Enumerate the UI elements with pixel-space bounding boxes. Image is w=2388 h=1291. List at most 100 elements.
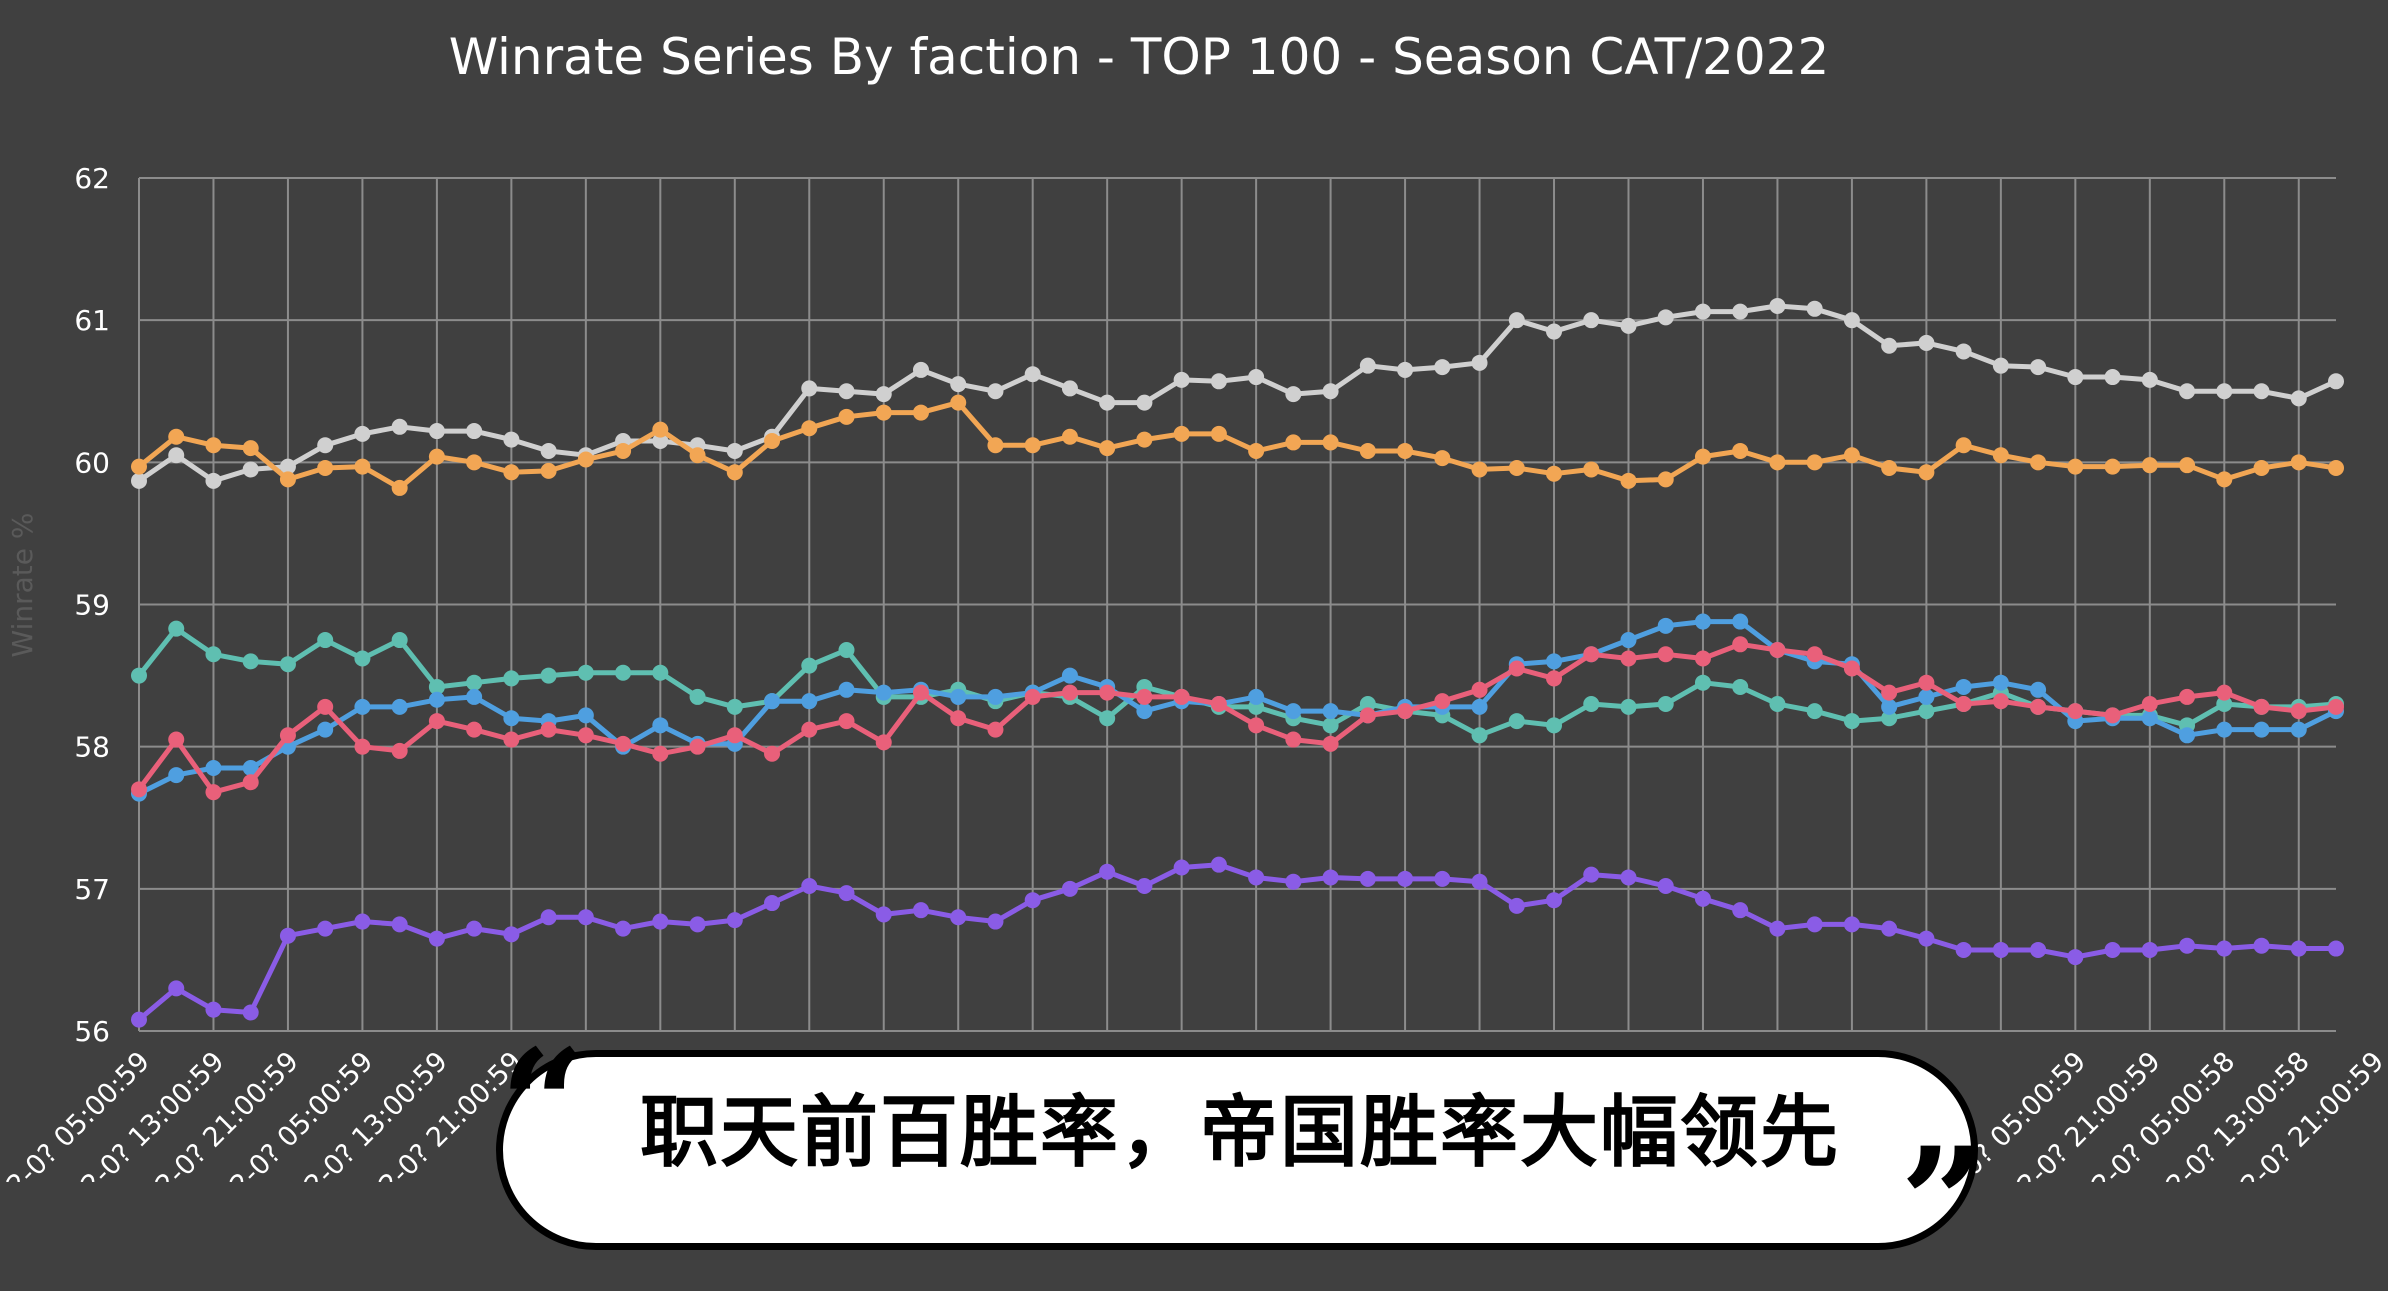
data-point — [1285, 703, 1302, 720]
y-tick-label: 60 — [74, 446, 110, 479]
data-point — [2104, 458, 2121, 475]
data-point — [987, 721, 1004, 738]
data-point — [652, 913, 669, 930]
data-point — [2216, 684, 2233, 701]
data-point — [1061, 667, 1078, 684]
data-point — [1024, 366, 1041, 383]
data-point — [912, 361, 929, 378]
data-point — [1508, 713, 1525, 730]
data-point — [503, 926, 520, 943]
data-point — [1657, 696, 1674, 713]
data-point — [912, 684, 929, 701]
data-point — [950, 688, 967, 705]
data-point — [391, 479, 408, 496]
data-point — [1992, 674, 2009, 691]
data-point — [168, 447, 185, 464]
data-point — [652, 433, 669, 450]
data-point — [503, 710, 520, 727]
grid — [138, 177, 2336, 1032]
data-point — [131, 458, 147, 475]
data-point — [1694, 650, 1711, 667]
data-point — [354, 425, 371, 442]
data-point — [2253, 460, 2270, 477]
data-point — [1508, 312, 1525, 329]
data-point — [1732, 678, 1749, 695]
y-tick-label: 59 — [74, 589, 110, 622]
data-point — [391, 698, 408, 715]
data-point — [2179, 727, 2196, 744]
data-point — [577, 909, 594, 926]
data-point — [279, 727, 296, 744]
data-point — [1694, 674, 1711, 691]
data-point — [2067, 703, 2084, 720]
data-point — [950, 710, 967, 727]
data-point — [1099, 710, 1116, 727]
data-point — [2216, 940, 2233, 957]
data-point — [2141, 696, 2158, 713]
data-point — [615, 735, 632, 752]
data-point — [2179, 383, 2196, 400]
data-point — [2290, 721, 2307, 738]
data-point — [317, 632, 334, 649]
data-point — [2253, 721, 2270, 738]
data-point — [1099, 863, 1116, 880]
data-point — [131, 1011, 147, 1028]
data-point — [1583, 696, 1600, 713]
data-point — [205, 437, 222, 454]
data-point — [1397, 442, 1414, 459]
data-point — [764, 745, 781, 762]
y-tick-label: 57 — [74, 873, 110, 906]
data-point — [615, 442, 632, 459]
data-point — [2141, 457, 2158, 474]
data-point — [652, 421, 669, 438]
data-point — [2253, 937, 2270, 954]
data-point — [205, 646, 222, 663]
data-point — [168, 620, 185, 637]
data-point — [2141, 710, 2158, 727]
data-point — [2328, 940, 2344, 957]
data-point — [1881, 920, 1898, 937]
data-point — [1769, 641, 1786, 658]
data-point — [391, 916, 408, 933]
data-point — [503, 464, 520, 481]
data-point — [987, 383, 1004, 400]
data-point — [2216, 696, 2233, 713]
data-point — [1285, 873, 1302, 890]
data-point — [1769, 920, 1786, 937]
data-point — [205, 472, 222, 489]
data-point — [317, 460, 334, 477]
data-point — [1881, 684, 1898, 701]
data-point — [1136, 703, 1153, 720]
data-point — [242, 461, 259, 478]
data-point — [1397, 703, 1414, 720]
data-point — [428, 423, 445, 440]
data-point — [950, 909, 967, 926]
y-tick-label: 56 — [74, 1015, 110, 1048]
data-point — [168, 980, 185, 997]
data-point — [2179, 688, 2196, 705]
data-point — [875, 404, 892, 421]
data-point — [764, 433, 781, 450]
series-1 — [131, 297, 2344, 489]
data-point — [726, 442, 743, 459]
data-point — [503, 731, 520, 748]
data-point — [354, 913, 371, 930]
data-point — [1546, 670, 1563, 687]
data-point — [838, 681, 855, 698]
data-point — [2030, 941, 2047, 958]
data-point — [1992, 941, 2009, 958]
series-2 — [131, 394, 2344, 496]
data-point — [652, 664, 669, 681]
data-point — [2328, 698, 2344, 715]
data-point — [950, 394, 967, 411]
data-point — [2141, 371, 2158, 388]
data-point — [875, 734, 892, 751]
data-point — [1434, 359, 1451, 376]
data-point — [1173, 425, 1190, 442]
data-point — [577, 727, 594, 744]
data-point — [1657, 646, 1674, 663]
data-point — [1992, 693, 2009, 710]
data-point — [428, 691, 445, 708]
data-point — [1881, 710, 1898, 727]
data-point — [912, 902, 929, 919]
